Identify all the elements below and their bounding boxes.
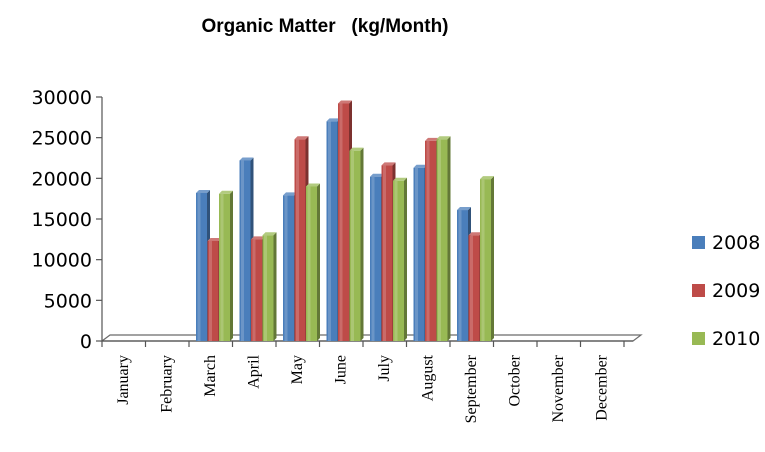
x-tick-label: July	[376, 355, 393, 382]
x-tick-label: April	[246, 354, 263, 388]
y-tick-label: 0	[80, 331, 92, 353]
y-tick-label: 25000	[32, 128, 92, 150]
x-tick-label: November	[550, 354, 567, 422]
legend-item-2008: 2008	[692, 232, 760, 254]
bar-2010-march	[219, 190, 233, 341]
x-tick-label: August	[420, 354, 437, 401]
legend-swatch	[692, 236, 705, 249]
legend-label: 2008	[712, 232, 760, 254]
x-tick-label: June	[333, 355, 350, 384]
x-tick-label: May	[289, 355, 306, 384]
legend-swatch	[692, 284, 705, 297]
legend-item-2010: 2010	[692, 328, 760, 350]
bar-2010-april	[262, 232, 277, 341]
legend-swatch	[692, 332, 705, 345]
y-tick-label: 15000	[32, 209, 92, 231]
bar-2010-july	[393, 177, 407, 341]
x-tick-label: December	[594, 354, 611, 420]
x-tick-label: January	[115, 355, 132, 405]
y-tick-label: 5000	[44, 290, 92, 312]
bar-2010-june	[349, 147, 364, 341]
y-tick-label: 20000	[32, 168, 92, 190]
y-tick-label: 30000	[32, 87, 92, 109]
bar-2010-may	[306, 183, 320, 341]
chart-title: Organic Matter (kg/Month)	[202, 16, 449, 37]
x-axis: January February March April May June July Augu…	[101, 341, 625, 423]
x-tick-label: March	[202, 355, 219, 397]
bar-2010-august	[436, 136, 451, 341]
y-axis: 0 5000 10000 15000 20000 25000 30000	[32, 87, 103, 353]
x-tick-label: September	[463, 354, 480, 423]
legend: 2008 2009 2010	[692, 232, 760, 350]
legend-item-2009: 2009	[692, 280, 760, 302]
y-tick-label: 10000	[32, 250, 92, 272]
x-tick-label: February	[159, 355, 176, 413]
bar-2010-september	[480, 176, 494, 341]
x-tick-label: October	[507, 354, 524, 406]
legend-label: 2010	[712, 328, 760, 350]
legend-label: 2009	[712, 280, 760, 302]
bars	[196, 100, 494, 342]
